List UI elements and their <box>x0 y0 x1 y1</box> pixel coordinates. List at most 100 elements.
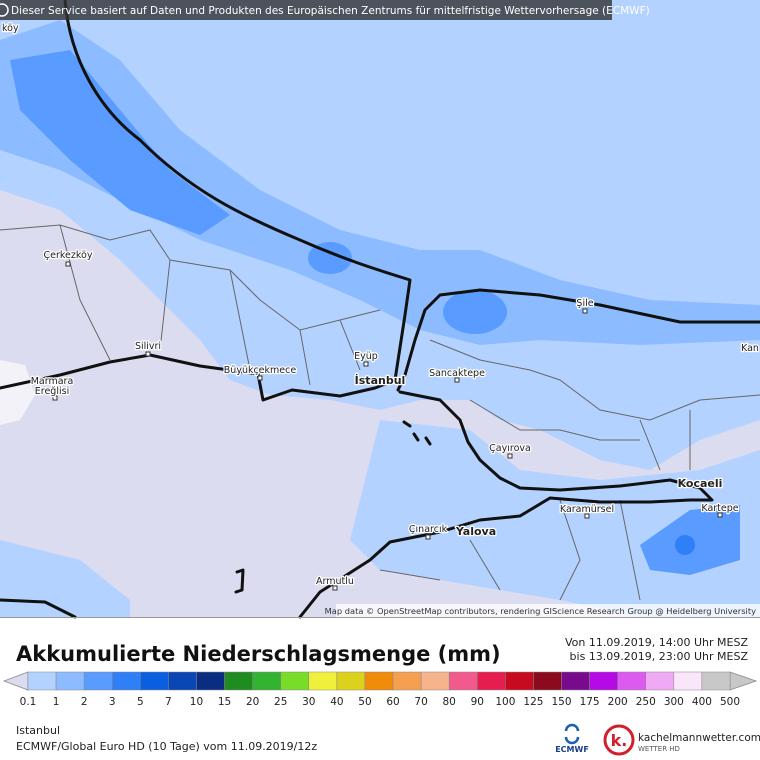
legend-swatch <box>477 671 506 691</box>
legend-swatch <box>617 671 647 691</box>
place-label: İstanbul <box>355 373 406 387</box>
location: Istanbul <box>16 724 60 737</box>
legend: 0.1 1 2 3 5 7 10 15 20 25 30 40 50 60 70 80 90 100 125 150 1… <box>2 671 758 708</box>
legend-label: 3 <box>109 696 116 708</box>
place-label: Kan <box>741 343 759 354</box>
place-marker <box>145 351 151 357</box>
place-label: Kartepe <box>701 503 738 514</box>
place-label: Eyüp <box>354 351 378 362</box>
place-label: Armutlu <box>316 576 354 587</box>
legend-label: 175 <box>580 696 600 708</box>
coastline <box>396 288 760 392</box>
precip-area <box>308 242 352 274</box>
place-marker <box>582 308 588 314</box>
legend-label: 40 <box>330 696 343 708</box>
legend-swatch <box>533 671 562 691</box>
legend-swatch <box>448 671 478 691</box>
attribution-background <box>336 604 760 617</box>
legend-label: 100 <box>495 696 515 708</box>
info-icon <box>0 3 9 17</box>
legend-label: 400 <box>692 696 712 708</box>
logo-mark: k. <box>611 731 628 750</box>
precip-area <box>0 360 35 425</box>
place-label: Çayırova <box>489 443 531 454</box>
logo-mark <box>564 723 580 745</box>
legend-label: 125 <box>523 696 543 708</box>
legend-label: 90 <box>471 696 484 708</box>
period: Von 11.09.2019, 14:00 Uhr MESZ <box>565 636 749 649</box>
island <box>234 568 245 594</box>
island <box>402 420 432 446</box>
legend-swatch <box>168 671 197 691</box>
place-marker <box>454 377 460 383</box>
legend-label: 1 <box>53 696 60 708</box>
place-label: Yalova <box>455 525 496 538</box>
precip-area <box>0 540 130 617</box>
ecmwf-logo: ECMWF <box>555 723 589 754</box>
legend-label: 5 <box>137 696 144 708</box>
place-label: Büyükçekmece <box>224 365 297 376</box>
legend-swatch <box>196 671 225 691</box>
place-markers <box>52 261 723 591</box>
model-info: ECMWF/Global Euro HD (10 Tage) vom 11.09… <box>16 740 317 753</box>
place-label: köy <box>2 23 19 34</box>
legend-arrow <box>2 671 29 691</box>
legend-swatch <box>83 671 113 691</box>
legend-title: Akkumulierte Niederschlagsmenge (mm) <box>16 642 501 666</box>
coastline <box>0 598 77 619</box>
legend-swatch <box>308 671 338 691</box>
place-label: Marmara <box>31 376 74 387</box>
legend-label: 300 <box>664 696 684 708</box>
precip-area <box>443 290 507 334</box>
place-label: Silivri <box>135 341 161 352</box>
legend-swatch <box>140 671 169 691</box>
map: köy Çerkezköy Silivri Marmara Ereğlisi B… <box>0 0 760 619</box>
precip-area <box>0 0 760 470</box>
legend-label: 0.1 <box>20 696 37 708</box>
legend-swatch <box>645 671 675 691</box>
kachelmann-logo: k. kachelmannwetter.com WETTER HD <box>603 724 760 756</box>
logo-mark <box>603 724 635 756</box>
legend-swatch <box>55 671 85 691</box>
legend-swatch <box>336 671 366 691</box>
legend-label: 30 <box>302 696 315 708</box>
place-label: Karamürsel <box>560 504 614 515</box>
logo-text: ECMWF <box>555 745 589 754</box>
legend-swatch <box>364 671 394 691</box>
legend-label: 80 <box>443 696 456 708</box>
coastline <box>63 0 412 382</box>
place-marker <box>257 375 263 381</box>
place-marker <box>65 261 71 267</box>
coastline <box>0 353 397 402</box>
place-label: Ereğlisi <box>35 386 69 397</box>
banner-background <box>0 0 612 20</box>
legend-label: 250 <box>636 696 656 708</box>
legend-label: 15 <box>218 696 231 708</box>
place-marker <box>425 534 431 540</box>
place-marker <box>363 361 369 367</box>
place-marker <box>717 512 723 518</box>
place-label: Çınarcık <box>409 524 448 535</box>
place-marker <box>584 513 590 519</box>
legend-label: 200 <box>608 696 628 708</box>
legend-label: 10 <box>190 696 203 708</box>
legend-swatch <box>392 671 422 691</box>
legend-label: 500 <box>720 696 740 708</box>
logo-text: WETTER HD <box>638 745 680 753</box>
legend-label: 2 <box>81 696 88 708</box>
legend-arrow <box>729 671 758 691</box>
legend-swatch <box>701 671 731 691</box>
legend-swatch <box>252 671 281 691</box>
legend-label: 25 <box>274 696 287 708</box>
precip-area <box>675 535 695 555</box>
legend-label: 60 <box>386 696 399 708</box>
legend-swatch <box>27 671 57 691</box>
legend-label: 50 <box>358 696 371 708</box>
place-label: Şile <box>576 298 593 309</box>
legend-swatch <box>505 671 534 691</box>
district-border <box>0 224 760 601</box>
legend-swatch <box>420 671 450 691</box>
legend-swatch <box>673 671 703 691</box>
legend-label: 70 <box>414 696 427 708</box>
legend-label: 150 <box>551 696 571 708</box>
